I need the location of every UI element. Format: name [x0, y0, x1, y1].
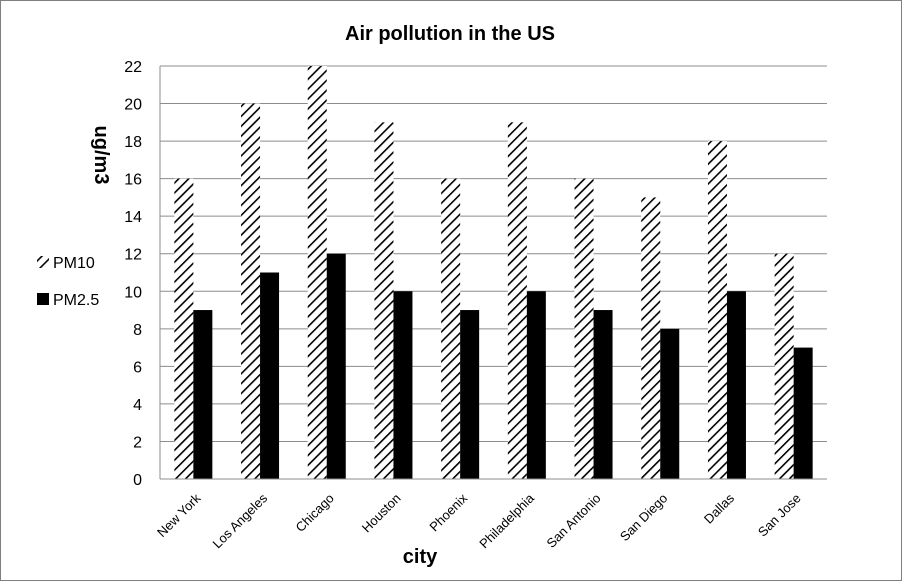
- y-tick-label: 14: [124, 209, 142, 226]
- x-category-label: Los Angeles: [209, 490, 270, 551]
- x-category-label: San Antonio: [543, 491, 603, 551]
- bar-pm10-chicago: [307, 66, 327, 479]
- chart-title: Air pollution in the US: [345, 23, 555, 45]
- x-axis-label: city: [403, 546, 438, 568]
- bar-pm25-san-jose: [793, 347, 813, 479]
- y-tick-label: 22: [124, 59, 142, 76]
- bar-pm25-san-diego: [660, 328, 680, 479]
- bar-pm10-san-jose: [774, 253, 794, 479]
- bar-pm25-dallas: [726, 291, 746, 479]
- x-category-label: Philadelphia: [476, 490, 537, 551]
- x-category-label: San Diego: [617, 491, 671, 545]
- bar-pm10-houston: [374, 122, 394, 480]
- legend-label: PM10: [53, 255, 95, 272]
- legend-label: PM2.5: [53, 292, 99, 309]
- bar-pm25-los-angeles: [260, 272, 280, 479]
- y-tick-label: 12: [124, 247, 142, 264]
- bar-pm25-houston: [393, 291, 413, 479]
- y-tick-label: 0: [133, 472, 142, 489]
- y-tick-label: 8: [133, 322, 142, 339]
- x-category-label: Chicago: [293, 491, 337, 535]
- x-category-label: Dallas: [701, 490, 738, 527]
- bar-pm25-chicago: [326, 253, 346, 479]
- legend-swatch-pm10: [37, 256, 49, 268]
- bar-pm25-san-antonio: [593, 310, 613, 479]
- x-category-label: San Jose: [755, 491, 804, 540]
- bar-pm10-dallas: [707, 141, 727, 479]
- y-tick-label: 20: [124, 97, 142, 114]
- bar-pm10-phoenix: [441, 178, 461, 480]
- bar-pm25-phoenix: [460, 310, 480, 479]
- y-tick-label: 10: [124, 284, 142, 301]
- legend-swatch-pm25: [37, 293, 49, 305]
- y-axis-label: ug/m3: [90, 126, 112, 185]
- bar-pm10-new-york: [174, 178, 194, 480]
- bar-pm25-new-york: [193, 310, 213, 479]
- y-tick-label: 4: [133, 397, 142, 414]
- x-category-label: Houston: [359, 491, 404, 536]
- bar-pm10-san-antonio: [574, 178, 594, 480]
- x-category-label: Phoenix: [426, 490, 470, 534]
- bar-pm10-philadelphia: [507, 122, 527, 480]
- y-tick-label: 18: [124, 134, 142, 151]
- bar-pm10-los-angeles: [241, 103, 261, 479]
- bar-pm10-san-diego: [641, 197, 661, 479]
- x-category-label: New York: [154, 490, 204, 540]
- y-tick-label: 6: [133, 359, 142, 376]
- y-tick-label: 2: [133, 434, 142, 451]
- y-tick-label: 16: [124, 172, 142, 189]
- bar-pm25-philadelphia: [526, 291, 546, 479]
